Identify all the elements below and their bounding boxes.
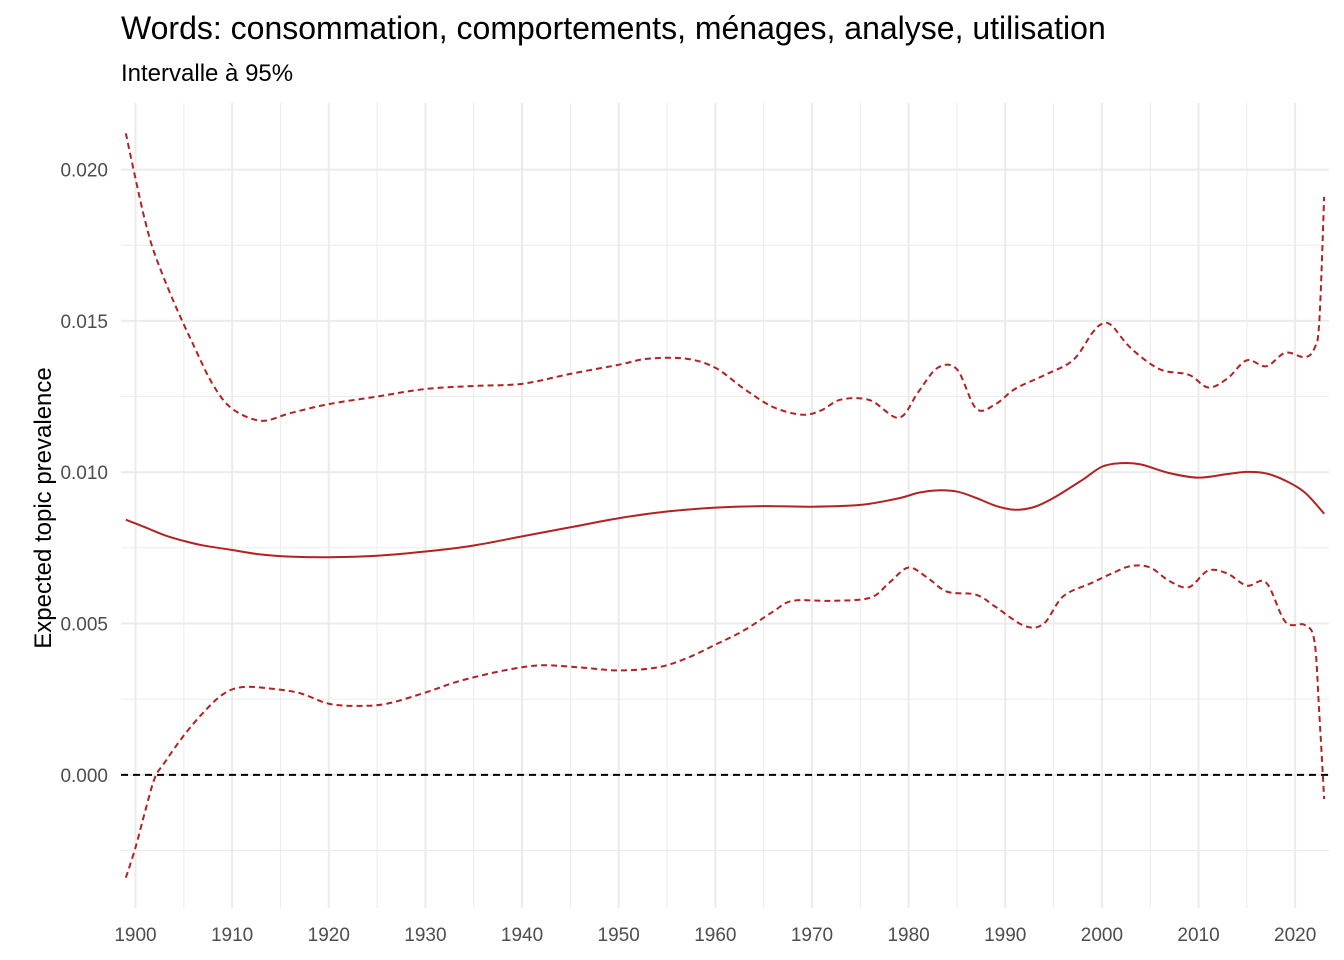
y-axis-ticks: 0.000 0.005 0.010 0.015 0.020	[60, 161, 108, 787]
x-tick-label: 1910	[211, 925, 253, 946]
y-tick-label: 0.015	[60, 312, 108, 333]
upper-bound-line	[124, 133, 1326, 422]
x-tick-label: 1900	[114, 925, 156, 946]
chart-subtitle: Intervalle à 95%	[121, 60, 294, 87]
x-tick-label: 1960	[694, 925, 736, 946]
y-tick-label: 0.010	[60, 463, 108, 484]
x-tick-label: 1950	[598, 925, 640, 946]
x-tick-label: 1920	[308, 925, 350, 946]
lower-bound-line	[124, 564, 1326, 879]
y-tick-label: 0.020	[60, 161, 108, 182]
x-tick-label: 1930	[404, 925, 446, 946]
y-tick-label: 0.000	[60, 766, 108, 787]
major-gridlines	[121, 103, 1329, 908]
x-tick-label: 1980	[887, 925, 929, 946]
x-tick-label: 2020	[1274, 925, 1316, 946]
x-tick-label: 1940	[501, 925, 543, 946]
mean-line	[125, 461, 1325, 559]
x-tick-label: 2010	[1177, 925, 1219, 946]
y-tick-label: 0.005	[60, 615, 108, 636]
x-tick-label: 1970	[791, 925, 833, 946]
x-tick-label: 1990	[984, 925, 1026, 946]
series-lines	[124, 133, 1326, 879]
x-axis-ticks: 1900 1910 1920 1930 1940 1950 1960 1970 1980 1990…	[114, 925, 1316, 946]
minor-gridlines	[121, 103, 1329, 908]
x-tick-label: 2000	[1081, 925, 1123, 946]
chart-title: Words: consommation, comportements, ména…	[121, 10, 1106, 46]
